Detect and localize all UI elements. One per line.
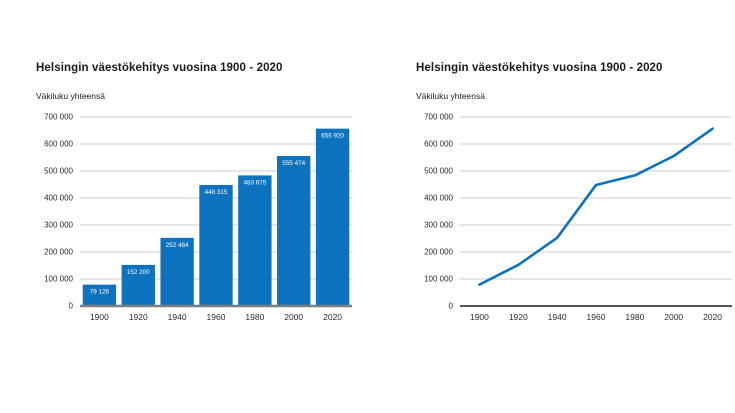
y-tick-label: 100 000 [424, 275, 453, 284]
bar [121, 264, 155, 306]
x-tick-label: 1980 [625, 312, 644, 322]
y-tick-label: 0 [69, 302, 74, 311]
bar [277, 156, 311, 306]
y-tick-label: 100 000 [44, 275, 73, 284]
bar [238, 175, 272, 306]
x-tick-label: 1900 [90, 312, 109, 322]
x-tick-label: 2000 [284, 312, 303, 322]
y-tick-label: 600 000 [424, 140, 453, 149]
y-tick-label: 600 000 [44, 140, 73, 149]
y-tick-label: 300 000 [44, 221, 73, 230]
x-tick-label: 1960 [587, 312, 606, 322]
bar [199, 184, 233, 306]
x-tick-label: 2020 [703, 312, 722, 322]
bar-value-label: 448 315 [205, 189, 228, 196]
x-tick-label: 1940 [168, 312, 187, 322]
x-tick-label: 2000 [664, 312, 683, 322]
y-tick-label: 500 000 [44, 167, 73, 176]
bar-value-label: 656 920 [321, 133, 344, 140]
chart-title: Helsingin väestökehitys vuosina 1900 - 2… [416, 62, 663, 74]
bar-value-label: 152 200 [127, 269, 150, 276]
x-tick-label: 1960 [207, 312, 226, 322]
y-tick-label: 400 000 [44, 194, 73, 203]
bar-value-label: 79 126 [90, 289, 110, 296]
population-line-chart-panel: Helsingin väestökehitys vuosina 1900 - 2… [416, 62, 735, 333]
bar-value-label: 252 484 [166, 242, 189, 249]
bar [315, 128, 350, 306]
bar [160, 237, 194, 306]
chart-y-axis-title: Väkiluku yhteensä [416, 91, 485, 101]
y-tick-label: 0 [449, 302, 454, 311]
chart-y-axis-title: Väkiluku yhteensä [36, 91, 105, 101]
x-tick-label: 1980 [245, 312, 264, 322]
bar-value-label: 555 474 [282, 160, 305, 167]
population-bar-chart: 0 100 000 200 000 300 000 400 000 500 000 600 … [44, 113, 352, 322]
chart-title: Helsingin väestökehitys vuosina 1900 - 2… [36, 62, 283, 74]
population-line-chart: 0 100 000 200 000 300 000 400 000 500 000 600 … [424, 113, 732, 322]
y-tick-label: 700 000 [424, 113, 453, 122]
population-line [478, 127, 714, 286]
y-tick-label: 500 000 [424, 167, 453, 176]
y-tick-label: 300 000 [424, 221, 453, 230]
y-tick-label: 200 000 [424, 248, 453, 257]
x-tick-label: 1920 [129, 312, 148, 322]
bar [82, 284, 117, 306]
x-tick-label: 1920 [509, 312, 528, 322]
x-tick-label: 1940 [548, 312, 567, 322]
x-tick-label: 1900 [470, 312, 489, 322]
population-bar-chart-panel: Helsingin väestökehitys vuosina 1900 - 2… [36, 62, 358, 333]
y-tick-label: 200 000 [44, 248, 73, 257]
x-tick-label: 2020 [323, 312, 342, 322]
bar-value-label: 483 675 [243, 179, 266, 186]
y-tick-label: 400 000 [424, 194, 453, 203]
y-tick-label: 700 000 [44, 113, 73, 122]
